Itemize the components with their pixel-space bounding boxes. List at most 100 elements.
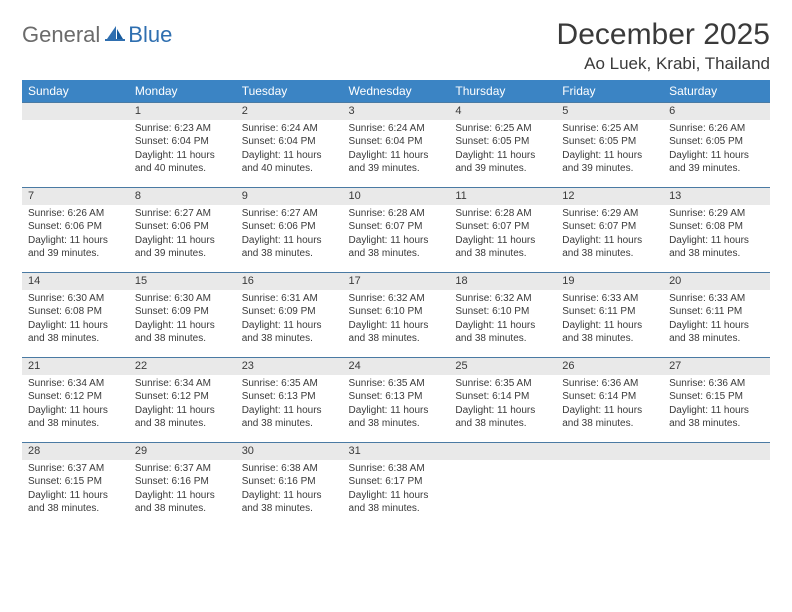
sunset-text: Sunset: 6:16 PM — [242, 475, 337, 489]
daylight-text: and 38 minutes. — [455, 332, 550, 346]
day-number-cell: 23 — [236, 358, 343, 375]
day-detail-cell: Sunrise: 6:35 AMSunset: 6:13 PMDaylight:… — [236, 375, 343, 443]
sunrise-text: Sunrise: 6:33 AM — [562, 292, 657, 306]
day-number: 28 — [28, 445, 40, 457]
day-number-cell: 10 — [343, 188, 450, 205]
dayhead-wednesday: Wednesday — [343, 80, 450, 103]
daylight-text: Daylight: 11 hours — [242, 489, 337, 503]
sunrise-text: Sunrise: 6:35 AM — [349, 377, 444, 391]
sunrise-text: Sunrise: 6:31 AM — [242, 292, 337, 306]
day-detail-cell: Sunrise: 6:35 AMSunset: 6:13 PMDaylight:… — [343, 375, 450, 443]
sunrise-text: Sunrise: 6:35 AM — [455, 377, 550, 391]
dayhead-thursday: Thursday — [449, 80, 556, 103]
sunset-text: Sunset: 6:04 PM — [349, 135, 444, 149]
daylight-text: and 39 minutes. — [455, 162, 550, 176]
day-number-cell: 1 — [129, 103, 236, 120]
day-number: 31 — [349, 445, 361, 457]
day-detail-cell: Sunrise: 6:28 AMSunset: 6:07 PMDaylight:… — [449, 205, 556, 273]
calendar-table: Sunday Monday Tuesday Wednesday Thursday… — [22, 80, 770, 528]
daylight-text: and 39 minutes. — [669, 162, 764, 176]
daylight-text: and 38 minutes. — [135, 502, 230, 516]
daylight-text: Daylight: 11 hours — [135, 234, 230, 248]
day-detail-cell: Sunrise: 6:34 AMSunset: 6:12 PMDaylight:… — [22, 375, 129, 443]
day-number-cell: 25 — [449, 358, 556, 375]
daylight-text: and 38 minutes. — [349, 247, 444, 261]
sunrise-text: Sunrise: 6:30 AM — [135, 292, 230, 306]
daylight-text: Daylight: 11 hours — [135, 149, 230, 163]
day-number-cell: 30 — [236, 443, 343, 460]
day-detail-cell: Sunrise: 6:33 AMSunset: 6:11 PMDaylight:… — [663, 290, 770, 358]
sunset-text: Sunset: 6:07 PM — [349, 220, 444, 234]
sunset-text: Sunset: 6:05 PM — [669, 135, 764, 149]
day-number: 25 — [455, 360, 467, 372]
sunrise-text: Sunrise: 6:38 AM — [349, 462, 444, 476]
sunrise-text: Sunrise: 6:23 AM — [135, 122, 230, 136]
day-number: 11 — [455, 190, 466, 202]
sunset-text: Sunset: 6:10 PM — [455, 305, 550, 319]
day-detail-cell: Sunrise: 6:33 AMSunset: 6:11 PMDaylight:… — [556, 290, 663, 358]
day-number-cell: 11 — [449, 188, 556, 205]
daylight-text: and 39 minutes. — [349, 162, 444, 176]
day-detail-cell: Sunrise: 6:34 AMSunset: 6:12 PMDaylight:… — [129, 375, 236, 443]
day-number: 2 — [242, 105, 248, 117]
logo-text-general: General — [22, 22, 100, 48]
sunrise-text: Sunrise: 6:36 AM — [669, 377, 764, 391]
daylight-text: Daylight: 11 hours — [562, 404, 657, 418]
daylight-text: Daylight: 11 hours — [349, 489, 444, 503]
logo-text-blue: Blue — [128, 22, 172, 48]
day-detail-cell: Sunrise: 6:35 AMSunset: 6:14 PMDaylight:… — [449, 375, 556, 443]
daylight-text: Daylight: 11 hours — [28, 319, 123, 333]
day-number-cell — [22, 103, 129, 120]
dayhead-sunday: Sunday — [22, 80, 129, 103]
logo-sail-icon — [105, 24, 125, 47]
day-number: 14 — [28, 275, 40, 287]
day-number-cell: 16 — [236, 273, 343, 290]
daylight-text: and 38 minutes. — [28, 332, 123, 346]
week-number-row: 28 29 30 31 — [22, 443, 770, 460]
sunset-text: Sunset: 6:05 PM — [562, 135, 657, 149]
sunset-text: Sunset: 6:07 PM — [562, 220, 657, 234]
day-number: 9 — [242, 190, 248, 202]
day-number-cell: 13 — [663, 188, 770, 205]
sunrise-text: Sunrise: 6:25 AM — [455, 122, 550, 136]
day-number: 22 — [135, 360, 147, 372]
sunrise-text: Sunrise: 6:34 AM — [135, 377, 230, 391]
daylight-text: Daylight: 11 hours — [242, 149, 337, 163]
day-number-cell: 26 — [556, 358, 663, 375]
week-data-row: Sunrise: 6:30 AMSunset: 6:08 PMDaylight:… — [22, 290, 770, 358]
daylight-text: and 38 minutes. — [669, 247, 764, 261]
sunset-text: Sunset: 6:07 PM — [455, 220, 550, 234]
daylight-text: Daylight: 11 hours — [349, 319, 444, 333]
sunset-text: Sunset: 6:12 PM — [135, 390, 230, 404]
sunset-text: Sunset: 6:12 PM — [28, 390, 123, 404]
sunrise-text: Sunrise: 6:33 AM — [669, 292, 764, 306]
sunrise-text: Sunrise: 6:28 AM — [455, 207, 550, 221]
day-number: 29 — [135, 445, 147, 457]
daylight-text: Daylight: 11 hours — [455, 404, 550, 418]
daylight-text: Daylight: 11 hours — [669, 234, 764, 248]
daylight-text: and 38 minutes. — [242, 417, 337, 431]
daylight-text: and 38 minutes. — [28, 417, 123, 431]
daylight-text: Daylight: 11 hours — [28, 404, 123, 418]
sunrise-text: Sunrise: 6:24 AM — [349, 122, 444, 136]
daylight-text: Daylight: 11 hours — [455, 149, 550, 163]
day-detail-cell: Sunrise: 6:36 AMSunset: 6:14 PMDaylight:… — [556, 375, 663, 443]
day-number: 3 — [349, 105, 355, 117]
daylight-text: and 38 minutes. — [135, 417, 230, 431]
sunrise-text: Sunrise: 6:26 AM — [28, 207, 123, 221]
daylight-text: and 38 minutes. — [349, 502, 444, 516]
day-number-cell: 9 — [236, 188, 343, 205]
daylight-text: and 38 minutes. — [349, 417, 444, 431]
sunrise-text: Sunrise: 6:29 AM — [669, 207, 764, 221]
day-number-cell: 29 — [129, 443, 236, 460]
day-number: 17 — [349, 275, 361, 287]
day-number: 20 — [669, 275, 681, 287]
daylight-text: and 39 minutes. — [135, 247, 230, 261]
day-detail-cell: Sunrise: 6:38 AMSunset: 6:16 PMDaylight:… — [236, 460, 343, 528]
sunrise-text: Sunrise: 6:32 AM — [455, 292, 550, 306]
sunset-text: Sunset: 6:06 PM — [135, 220, 230, 234]
week-data-row: Sunrise: 6:26 AMSunset: 6:06 PMDaylight:… — [22, 205, 770, 273]
day-detail-cell: Sunrise: 6:37 AMSunset: 6:15 PMDaylight:… — [22, 460, 129, 528]
day-number-cell: 14 — [22, 273, 129, 290]
day-number: 24 — [349, 360, 361, 372]
